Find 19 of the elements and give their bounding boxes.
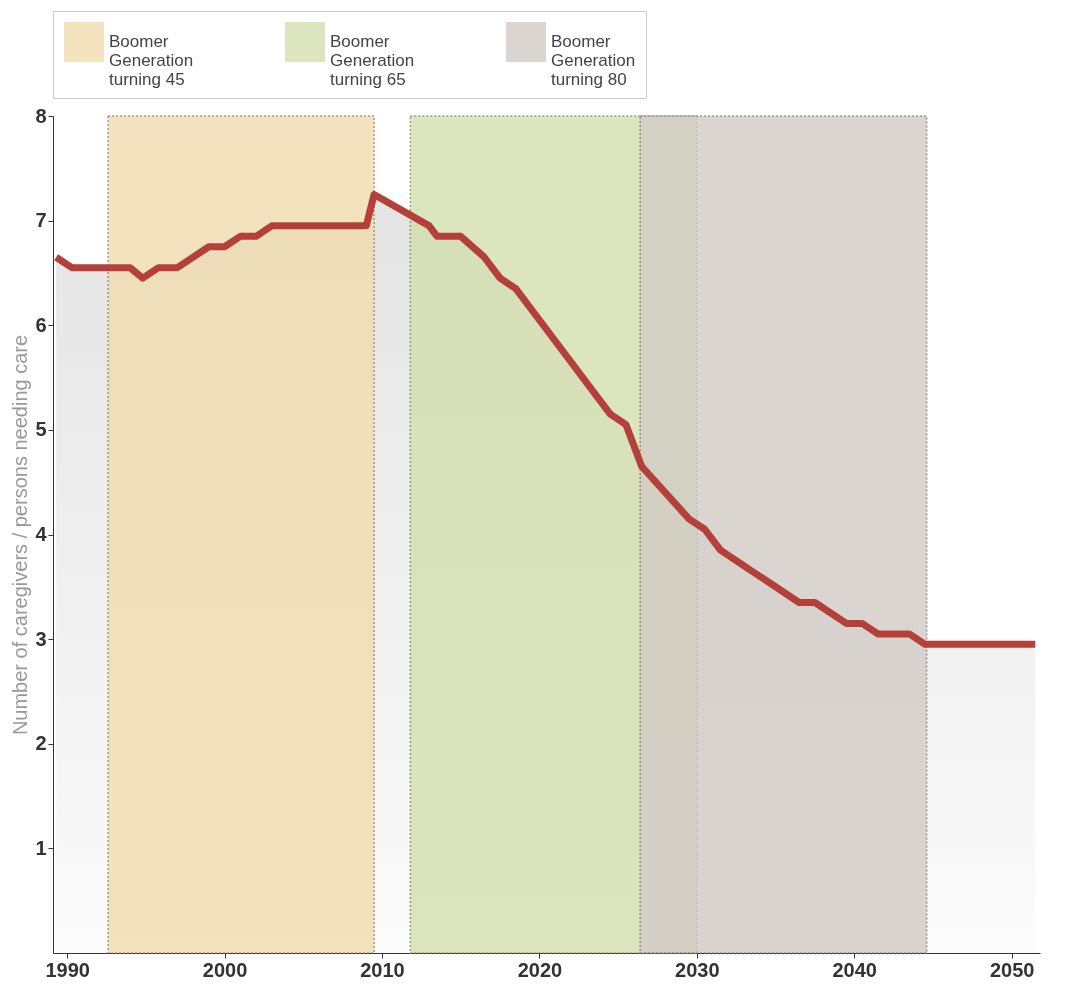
x-tick-label: 2030 <box>675 958 720 981</box>
y-tick-label: 1 <box>35 836 47 859</box>
y-tick-label: 2 <box>35 732 47 755</box>
x-tick-label: 2010 <box>360 958 405 981</box>
band-label: Boomer Generation turning 80 <box>551 32 636 89</box>
y-tick-label: 8 <box>35 104 47 127</box>
x-tick-label: 1990 <box>45 958 90 981</box>
y-tick-label: 7 <box>35 209 47 232</box>
x-tick-label: 2040 <box>832 958 877 981</box>
x-tick-label: 2000 <box>202 958 248 981</box>
y-tick-label: 5 <box>35 418 47 441</box>
y-tick-label: 6 <box>35 313 47 336</box>
x-tick-label: 2020 <box>517 958 563 981</box>
legend-label: Boomer Generation turning 45 <box>109 32 194 89</box>
legend-label: Boomer Generation turning 65 <box>330 32 415 89</box>
y-axis-title: Number of caregivers / persons needing care <box>9 334 32 736</box>
y-tick-label: 3 <box>35 627 47 650</box>
y-tick-label: 4 <box>35 523 48 545</box>
x-tick-label: 2050 <box>989 958 1035 981</box>
